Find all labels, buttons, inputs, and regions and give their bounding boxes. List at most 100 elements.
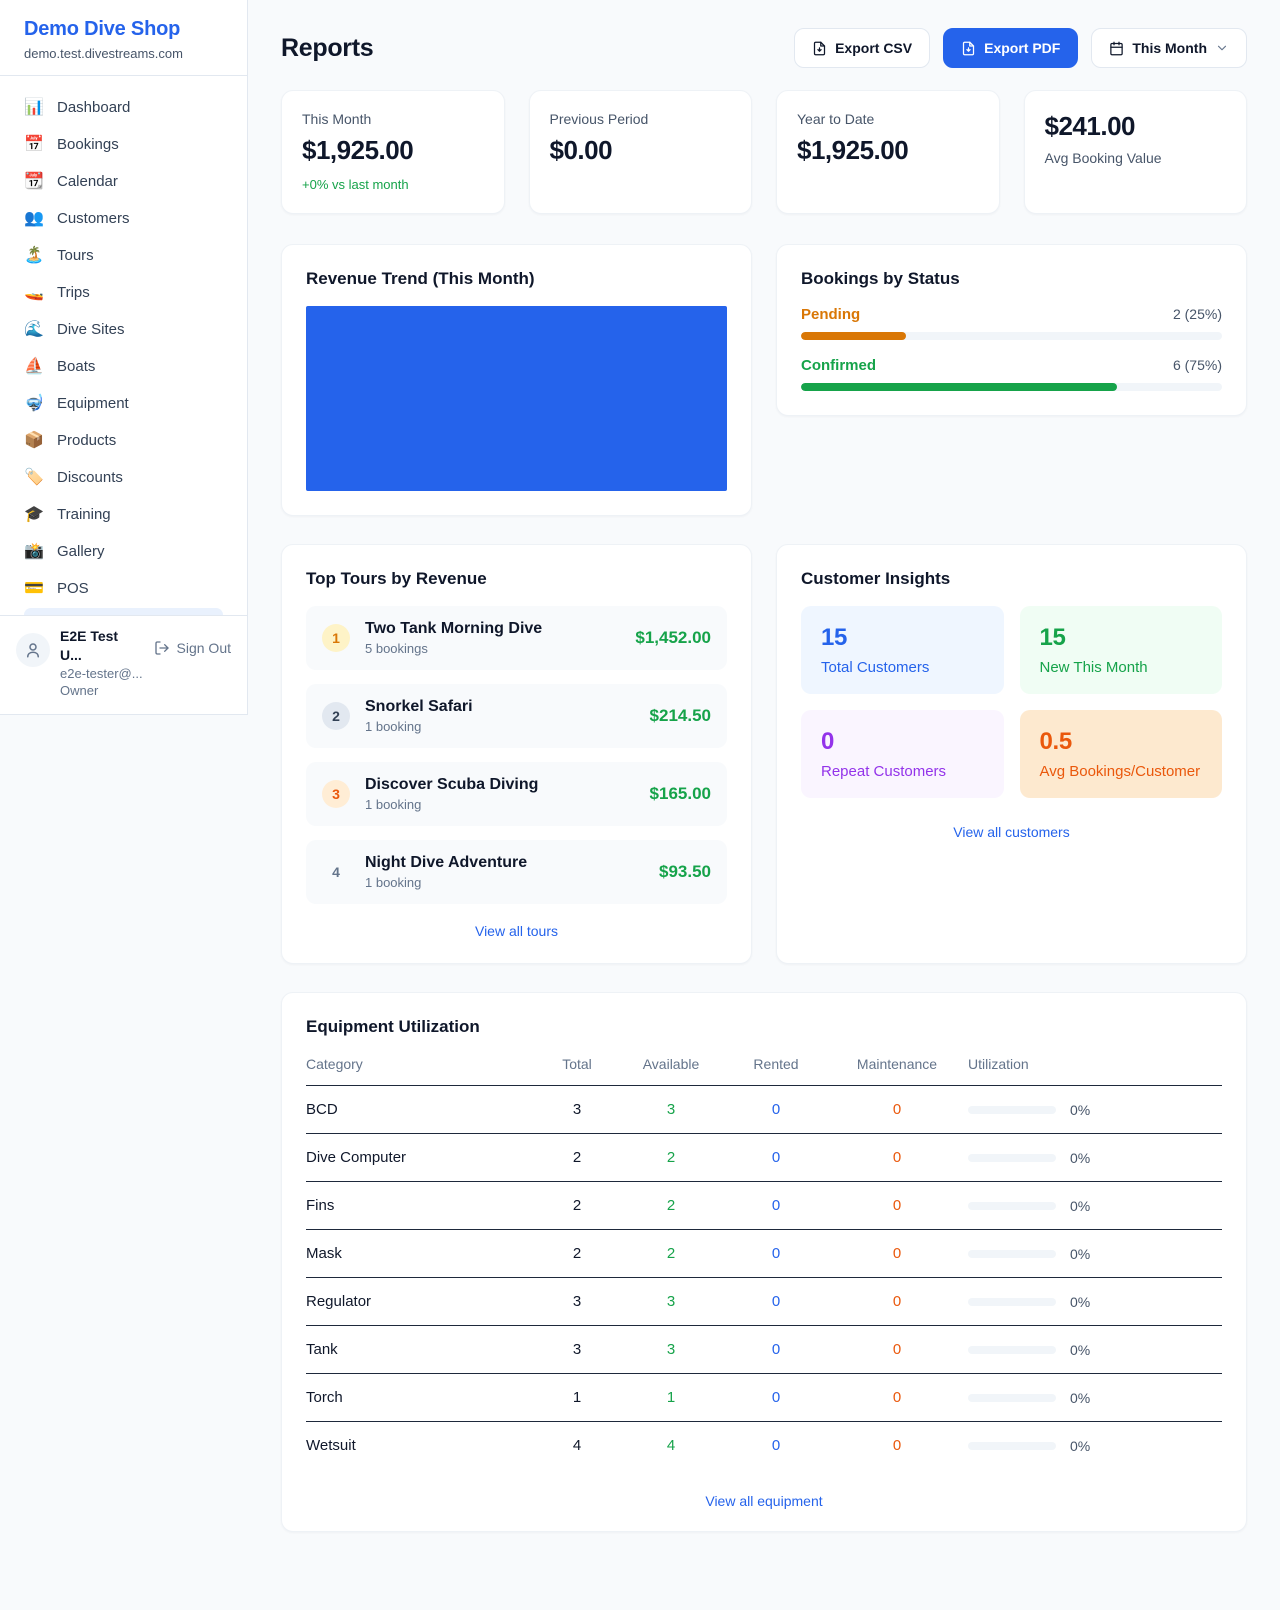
tour-revenue: $1,452.00 — [635, 628, 711, 647]
equipment-rented: 0 — [771, 1437, 781, 1454]
table-row: Fins 2 2 0 0 0% — [306, 1182, 1222, 1230]
sidebar-item-label: Bookings — [57, 136, 119, 153]
equipment-available: 2 — [666, 1245, 676, 1262]
equipment-rented: 0 — [771, 1341, 781, 1358]
sidebar-item-customers[interactable]: 👥 Customers — [12, 201, 235, 236]
utilization-track — [968, 1105, 1056, 1114]
sidebar-item-dashboard[interactable]: 📊 Dashboard — [12, 90, 235, 125]
stat-label: Previous Period — [549, 111, 649, 127]
sidebar-item-trips[interactable]: 🚤 Trips — [12, 275, 235, 310]
sidebar: Demo Dive Shop demo.test.divestreams.com… — [0, 0, 248, 715]
utilization-percent: 0% — [1070, 1245, 1091, 1262]
sidebar-active-item-partial[interactable] — [24, 608, 223, 615]
equipment-total: 2 — [572, 1197, 582, 1214]
sidebar-item-tours[interactable]: 🏝️ Tours — [12, 238, 235, 273]
progress-track — [801, 332, 1222, 340]
sidebar-item-gallery[interactable]: 📸 Gallery — [12, 534, 235, 569]
table-row: Regulator 3 3 0 0 0% — [306, 1278, 1222, 1326]
equipment-maintenance: 0 — [892, 1101, 902, 1118]
sign-out-button[interactable]: Sign Out — [154, 640, 231, 656]
charts-row: Revenue Trend (This Month) Bookings by S… — [281, 244, 1247, 516]
utilization-track — [968, 1153, 1056, 1162]
equipment-category: Wetsuit — [306, 1437, 356, 1454]
equipment-category: Regulator — [306, 1293, 372, 1310]
view-all-customers-link[interactable]: View all customers — [953, 824, 1070, 840]
sidebar-item-label: Dashboard — [57, 99, 131, 116]
equipment-maintenance: 0 — [892, 1389, 902, 1406]
stat-delta: +0% vs last month — [302, 177, 409, 192]
brand: Demo Dive Shop demo.test.divestreams.com — [0, 0, 247, 76]
status-row-pending: Pending 2 (25%) — [801, 306, 1222, 340]
insight-value: 0 — [821, 728, 835, 755]
equipment-total: 1 — [572, 1389, 582, 1406]
insight-value: 15 — [1039, 624, 1066, 651]
tour-name: Night Dive Adventure — [365, 854, 528, 871]
export-csv-label: Export CSV — [835, 40, 913, 56]
rank-badge: 2 — [322, 702, 350, 730]
utilization-percent: 0% — [1070, 1101, 1091, 1118]
sidebar-item-equipment[interactable]: 🤿 Equipment — [12, 386, 235, 421]
view-all-equipment-link[interactable]: View all equipment — [705, 1493, 823, 1509]
utilization-track — [968, 1393, 1056, 1402]
sidebar-item-products[interactable]: 📦 Products — [12, 423, 235, 458]
sidebar-item-label: Customers — [57, 210, 130, 227]
equipment-utilization-cell: 0% — [968, 1294, 1222, 1310]
package-icon: 📦 — [24, 431, 44, 449]
tour-revenue: $165.00 — [649, 784, 711, 803]
tour-name: Discover Scuba Diving — [365, 776, 539, 793]
insight-label: Repeat Customers — [821, 763, 947, 780]
people-icon: 👥 — [24, 209, 44, 227]
sidebar-item-calendar[interactable]: 📆 Calendar — [12, 164, 235, 199]
tag-icon: 🏷️ — [24, 468, 44, 486]
main-content: Reports Export CSV Export PDF This Month… — [248, 0, 1280, 1532]
sidebar-item-label: Tours — [57, 247, 94, 264]
equipment-rented: 0 — [771, 1245, 781, 1262]
export-pdf-button[interactable]: Export PDF — [943, 28, 1079, 68]
sidebar-item-pos[interactable]: 💳 POS — [12, 571, 235, 606]
island-icon: 🏝️ — [24, 246, 44, 264]
diving-mask-icon: 🤿 — [24, 394, 44, 412]
equipment-category: Fins — [306, 1197, 335, 1214]
export-pdf-label: Export PDF — [984, 40, 1061, 56]
file-download-icon — [813, 41, 826, 55]
stat-card-avg-booking-value: $241.00 Avg Booking Value — [1023, 90, 1247, 214]
equipment-table: Category Total Available Rented Maintena… — [306, 1056, 1222, 1469]
sidebar-item-dive-sites[interactable]: 🌊 Dive Sites — [12, 312, 235, 347]
speedboat-icon: 🚤 — [24, 283, 44, 301]
insight-avg-bookings-per-customer: 0.5 Avg Bookings/Customer — [1019, 710, 1222, 798]
equipment-utilization-cell: 0% — [968, 1342, 1222, 1358]
brand-domain: demo.test.divestreams.com — [24, 46, 183, 61]
view-all-tours-link[interactable]: View all tours — [474, 923, 558, 939]
equipment-maintenance: 0 — [892, 1149, 902, 1166]
calendar-icon: 📅 — [24, 135, 44, 153]
period-label: This Month — [1132, 40, 1207, 56]
column-header-maintenance: Maintenance — [856, 1056, 938, 1072]
equipment-available: 3 — [666, 1341, 676, 1358]
sidebar-item-discounts[interactable]: 🏷️ Discounts — [12, 460, 235, 495]
table-row: Torch 1 1 0 0 0% — [306, 1374, 1222, 1422]
customer-insights-title: Customer Insights — [801, 569, 951, 588]
period-dropdown[interactable]: This Month — [1091, 28, 1247, 68]
equipment-utilization-cell: 0% — [968, 1198, 1222, 1214]
equipment-utilization-cell: 0% — [968, 1102, 1222, 1118]
tour-bookings: 1 booking — [365, 719, 422, 734]
user-role: Owner — [60, 683, 99, 699]
equipment-utilization-cell: 0% — [968, 1438, 1222, 1454]
table-row: Dive Computer 2 2 0 0 0% — [306, 1134, 1222, 1182]
equipment-available: 4 — [666, 1437, 676, 1454]
utilization-percent: 0% — [1070, 1149, 1091, 1166]
header-actions: Export CSV Export PDF This Month — [794, 28, 1247, 68]
export-csv-button[interactable]: Export CSV — [794, 28, 931, 68]
table-row: Mask 2 2 0 0 0% — [306, 1230, 1222, 1278]
sidebar-item-training[interactable]: 🎓 Training — [12, 497, 235, 532]
table-row: BCD 3 3 0 0 0% — [306, 1086, 1222, 1134]
stat-value: $0.00 — [549, 135, 613, 165]
tour-name: Snorkel Safari — [365, 698, 473, 715]
status-label: Confirmed — [801, 357, 876, 374]
equipment-total: 2 — [572, 1149, 582, 1166]
tour-list: 1 Two Tank Morning Dive 5 bookings $1,45… — [306, 606, 727, 904]
sidebar-item-boats[interactable]: ⛵ Boats — [12, 349, 235, 384]
equipment-total: 3 — [572, 1293, 582, 1310]
equipment-category: Tank — [306, 1341, 338, 1358]
sidebar-item-bookings[interactable]: 📅 Bookings — [12, 127, 235, 162]
